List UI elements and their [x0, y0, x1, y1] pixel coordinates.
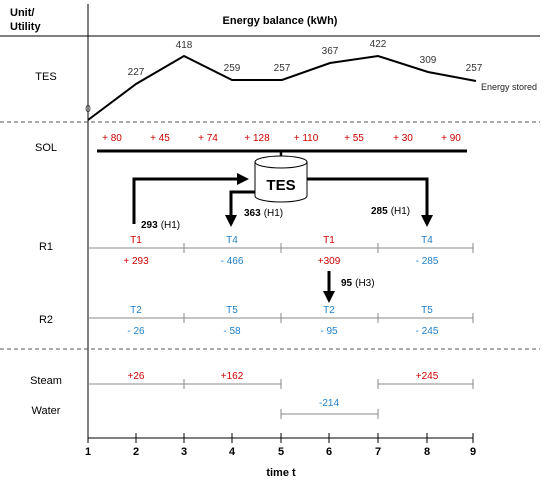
sol-gain-2: + 45	[150, 133, 170, 144]
energy-value-3: 259	[224, 63, 241, 74]
r1-task-name: T1	[130, 235, 142, 246]
tes-tank: TES	[254, 155, 308, 203]
r2-task-name: T5	[421, 305, 433, 316]
sol-gain-6: + 55	[344, 133, 364, 144]
sol-gain-3: + 74	[198, 133, 218, 144]
h1-in-flow-arrow	[132, 173, 249, 224]
axis-tick-label: 7	[375, 446, 381, 458]
row-label-tes: TES	[35, 71, 56, 83]
r1-task-value: - 466	[221, 256, 244, 267]
row-label-r2: R2	[39, 314, 53, 326]
r2-task-value: - 95	[320, 326, 338, 337]
energy-stored-line	[87, 54, 477, 121]
energy-value-0: 0	[85, 104, 91, 115]
row-label-steam: Steam	[30, 375, 62, 387]
tes-tank-label: TES	[266, 177, 295, 194]
row-label-water: Water	[32, 405, 61, 417]
water-value: -214	[319, 398, 339, 409]
energy-value-6: 422	[370, 39, 387, 50]
energy-value-2: 418	[176, 40, 193, 51]
energy-value-7: 309	[420, 55, 437, 66]
energy-value-4: 257	[274, 63, 291, 74]
steam-value-1: +26	[128, 371, 145, 382]
sol-gain-4: + 128	[244, 133, 270, 144]
r2-task-value: - 245	[416, 326, 439, 337]
axis-tick-label: 9	[470, 446, 476, 458]
steam-value-3: +245	[416, 371, 439, 382]
axis-tick-label: 5	[278, 446, 284, 458]
page-title: Energy balance (kWh)	[223, 15, 338, 27]
axis-tick-label: 2	[133, 446, 139, 458]
r1-task-name: T4	[226, 235, 238, 246]
r1-task-name: T4	[421, 235, 433, 246]
h1-out-a-value: 363 (H1)	[244, 208, 283, 219]
r1-task-name: T1	[323, 235, 335, 246]
r1-task-value: +309	[318, 256, 341, 267]
r2-task-name: T2	[323, 305, 335, 316]
h3-value: 95 (H3)	[341, 278, 375, 289]
axis-tick-label: 6	[326, 446, 332, 458]
r2-task-value: - 26	[127, 326, 145, 337]
h1-out-flow-arrow-a	[225, 190, 255, 227]
x-axis-label: time t	[266, 467, 296, 479]
energy-value-1: 227	[128, 67, 145, 78]
r2-task-name: T2	[130, 305, 142, 316]
row-label-sol: SOL	[35, 142, 57, 154]
unit-label-line1: Unit/	[10, 7, 34, 19]
axis-tick-label: 4	[229, 446, 236, 458]
r2-task-name: T5	[226, 305, 238, 316]
axis-tick-label: 3	[181, 446, 187, 458]
axis-tick-label: 1	[85, 446, 91, 458]
unit-label-line2: Utility	[10, 21, 41, 33]
row-label-r1: R1	[39, 241, 53, 253]
sol-gain-8: + 90	[441, 133, 461, 144]
r2-task-value: - 58	[223, 326, 241, 337]
sol-gain-5: + 110	[294, 133, 319, 144]
sol-gain-1: + 80	[102, 133, 122, 144]
r1-task-value: - 285	[416, 256, 439, 267]
energy-stored-label: Energy stored	[481, 82, 537, 92]
r1-task-value: + 293	[123, 256, 149, 267]
sol-gain-7: + 30	[393, 133, 413, 144]
h1-out-flow-arrow-b	[307, 177, 433, 227]
steam-value-2: +162	[221, 371, 244, 382]
time-axis-ticks	[87, 433, 474, 443]
h1-in-value: 293 (H1)	[141, 220, 180, 231]
axis-tick-label: 8	[424, 446, 430, 458]
energy-value-5: 367	[322, 46, 339, 57]
energy-value-8: 257	[466, 63, 483, 74]
h1-out-b-value: 285 (H1)	[371, 206, 410, 217]
